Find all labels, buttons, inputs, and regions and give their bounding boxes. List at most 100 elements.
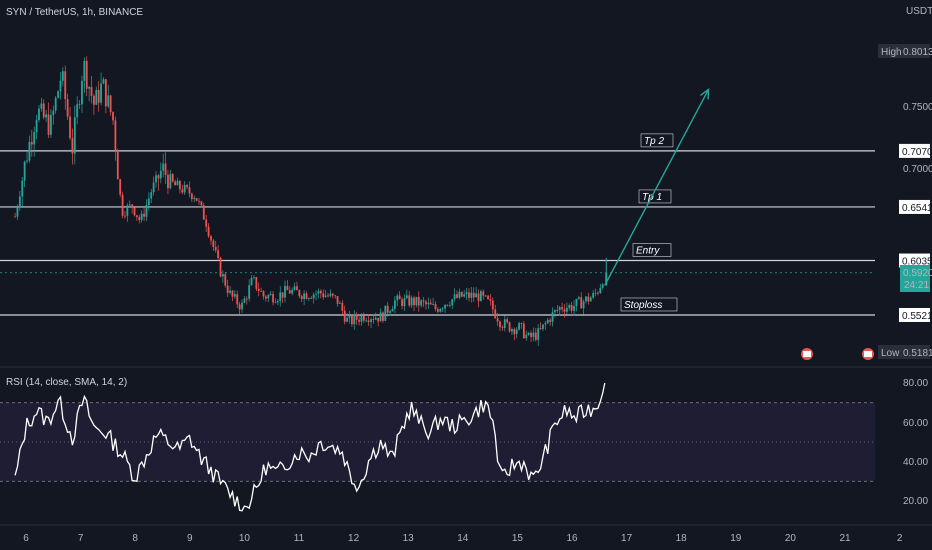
candle [396,295,399,301]
candle [573,306,575,311]
countdown: 24:21 [904,280,929,291]
price-scale[interactable]: High 0.8013 0.7500 0.7000 0.5920 24:21 L… [878,44,932,359]
candle [491,300,494,310]
candle [551,312,554,322]
x-tick-label: 6 [23,533,29,544]
candle [343,310,346,322]
candle [233,294,236,297]
candle [231,290,234,297]
symbol-title: SYN / TetherUS, 1h, BINANCE [6,7,143,18]
candle [331,293,334,296]
candle [245,298,248,300]
level-price-badge-entry [899,253,930,268]
candle [18,196,21,208]
candle [386,305,389,313]
candle [14,216,16,218]
candle [21,180,24,197]
candle [33,132,36,145]
candle [324,295,327,298]
candle [382,312,384,321]
candle [69,116,71,139]
candle [489,299,492,301]
rsi-band [0,402,875,482]
x-tick-label: 16 [566,533,578,544]
candle [532,332,535,337]
x-axis[interactable]: 6 7 8 9 10 11 12 13 14 15 16 17 18 19 20 21 2 [23,533,903,544]
candle [164,163,167,175]
candle [26,160,28,162]
candle [456,294,458,298]
candle [30,141,33,145]
rsi-guides [0,402,875,482]
candle [597,292,599,294]
candle [511,329,513,332]
candle [460,291,463,297]
candle [520,323,523,324]
candle [66,99,69,117]
candle [327,295,329,297]
candle [451,299,454,306]
us-flag-event-icon[interactable] [862,348,874,360]
candle [367,320,370,322]
candle [52,110,55,116]
candle [238,304,241,310]
candle [594,292,597,294]
candle [112,112,114,121]
candle [530,332,532,337]
candle [429,302,432,305]
candle [601,284,604,288]
candle [549,319,552,322]
rsi-scale[interactable]: 80.00 60.00 40.00 20.00 [903,378,928,507]
candle [585,296,587,302]
candle [236,294,239,305]
candle [157,175,160,179]
candle [205,219,208,227]
candle [310,298,313,299]
candle [477,293,480,302]
candle [219,257,222,277]
candle [90,86,93,96]
candle [534,332,537,340]
candle [222,274,224,277]
candle [439,309,442,312]
x-tick-label: 17 [621,533,633,544]
us-flag-event-icon[interactable] [801,348,813,360]
candle [544,323,547,325]
candle [322,293,325,298]
candle [217,250,220,258]
candle [554,310,556,313]
candle [102,79,105,84]
candle [599,287,602,294]
candle [250,277,253,286]
projection-arrow [604,88,710,286]
candle [286,285,289,291]
candle [563,309,566,312]
candle [73,117,76,154]
candle [95,89,98,105]
candle [188,187,191,194]
candle [587,296,590,302]
rsi-tick-80: 80.00 [903,378,928,389]
candle [243,298,246,303]
current-price: 0.5920 [903,268,932,279]
candle [288,290,291,294]
level-tag-stoploss [620,297,678,312]
candle [444,304,446,309]
candle [124,215,126,217]
price-candles [14,56,608,347]
candle [116,150,119,180]
candle [379,312,382,322]
candle [291,289,294,294]
candle [463,294,466,297]
candle [207,226,210,237]
candle [202,205,205,220]
candle [499,321,501,328]
candle [391,308,394,312]
candle [61,71,64,81]
candle [346,317,349,322]
candle [410,297,413,306]
candle [121,194,124,216]
candle [487,295,489,300]
candle [470,292,473,298]
